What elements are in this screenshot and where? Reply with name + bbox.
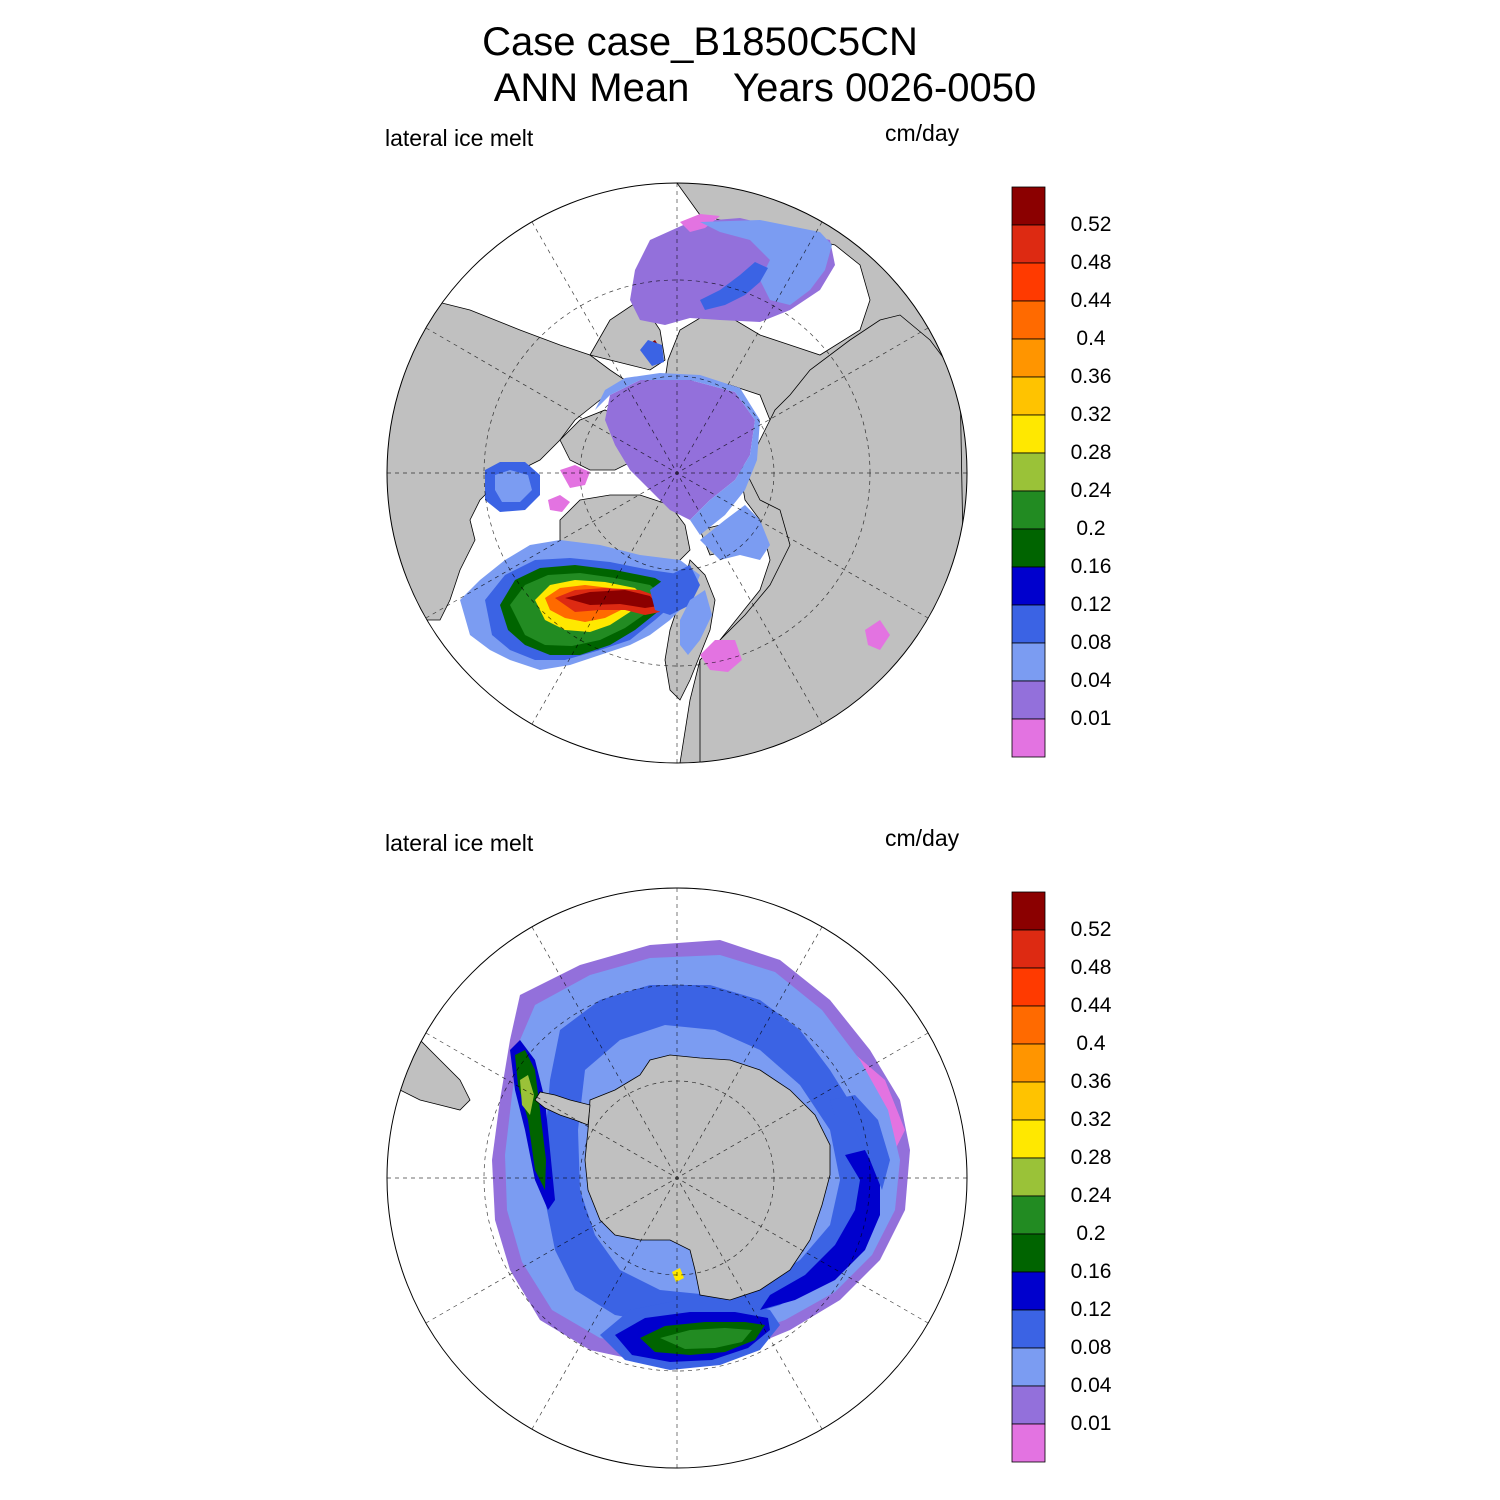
colorbar-swatch (1011, 718, 1046, 758)
colorbar-swatch (1011, 566, 1046, 606)
colorbar-tick-label: 0.16 (1070, 555, 1112, 578)
north-pacific-lightblue (700, 220, 832, 305)
north-atlantic-darkred (565, 590, 658, 608)
colorbar-tick-label: 0.16 (1070, 1260, 1112, 1283)
colorbar-tick-label: 0.2 (1076, 1222, 1106, 1245)
colorbar-swatch (1011, 604, 1046, 644)
south-east-navy-arc (760, 1150, 880, 1310)
north-kara-lightblue (700, 505, 770, 560)
colorbar-tick-label: 0.08 (1070, 1336, 1112, 1359)
colorbar-tick-label: 0.32 (1070, 403, 1112, 426)
colorbar-tick-label: 0.04 (1070, 1374, 1112, 1397)
colorbar-tick-label: 0.08 (1070, 631, 1112, 654)
colorbar-tick-label: 0.44 (1070, 289, 1112, 312)
colorbar-tick-label: 0.2 (1076, 517, 1106, 540)
colorbar-tick-label: 0.36 (1070, 365, 1112, 388)
colorbar-tick-label: 0.28 (1070, 441, 1112, 464)
colorbar-swatch (1011, 1157, 1046, 1197)
colorbar-tick-label: 0.48 (1070, 251, 1112, 274)
south-map-border (386, 887, 968, 1469)
colorbar-swatch (1011, 1309, 1046, 1349)
colorbar-swatch (1011, 186, 1046, 226)
colorbar-swatch (1011, 642, 1046, 682)
colorbar-tick-label: 0.01 (1070, 1412, 1112, 1435)
colorbar-swatch (1011, 680, 1046, 720)
colorbar-swatch (1011, 1195, 1046, 1235)
north-bering-blue (640, 340, 664, 366)
figure-title-line1: Case case_B1850C5CN (482, 20, 918, 64)
north-polar-map (387, 183, 967, 763)
south-weddell-green (660, 1328, 752, 1349)
north-archipelago-pink (560, 465, 590, 488)
north-colorbar (1011, 186, 1046, 758)
north-arctic-lightblue-fringe (595, 373, 760, 535)
colorbar-tick-label: 0.4 (1076, 327, 1106, 350)
colorbar-tick-label: 0.36 (1070, 1070, 1112, 1093)
colorbar-tick-label: 0.04 (1070, 669, 1112, 692)
colorbar-swatch (1011, 528, 1046, 568)
north-pacific-pink (680, 214, 720, 232)
north-land-north-america (387, 299, 626, 621)
north-panel-units-label: cm/day (885, 120, 960, 146)
colorbar-tick-label: 0.12 (1070, 1298, 1112, 1321)
colorbar-swatch (1011, 967, 1046, 1007)
colorbar-swatch (1011, 1043, 1046, 1083)
north-okhotsk-pink (865, 620, 890, 650)
south-panel-variable-label: lateral ice melt (385, 830, 534, 856)
north-hudson-lightblue (495, 470, 532, 502)
south-panel-units-label: cm/day (885, 825, 960, 851)
north-map-border (386, 182, 968, 764)
colorbar-swatch (1011, 1119, 1046, 1159)
north-barents-blue (650, 565, 700, 615)
north-baltic-pink (700, 640, 742, 672)
colorbar-tick-label: 0.52 (1070, 918, 1112, 941)
north-panel-variable-label: lateral ice melt (385, 125, 534, 151)
south-graticule (387, 888, 967, 1468)
north-hudson-pink (548, 495, 570, 512)
north-pacific-blue-arc (700, 262, 768, 310)
colorbar-tick-label: 0.12 (1070, 593, 1112, 616)
colorbar-swatch (1011, 1423, 1046, 1463)
colorbar-tick-label: 0.24 (1070, 479, 1112, 502)
south-weddell-spot (672, 1268, 684, 1282)
colorbar-swatch (1011, 891, 1046, 931)
figure-title-line2: ANN Mean Years 0026-0050 (493, 66, 1037, 110)
north-arctic-purple (605, 380, 755, 520)
colorbar-tick-label: 0.44 (1070, 994, 1112, 1017)
colorbar-tick-label: 0.48 (1070, 956, 1112, 979)
colorbar-swatch (1011, 300, 1046, 340)
colorbar-swatch (1011, 414, 1046, 454)
colorbar-swatch (1011, 262, 1046, 302)
colorbar-tick-label: 0.32 (1070, 1108, 1112, 1131)
north-graticule (387, 183, 967, 763)
colorbar-swatch (1011, 929, 1046, 969)
colorbar-swatch (1011, 490, 1046, 530)
colorbar-swatch (1011, 1347, 1046, 1387)
colorbar-tick-label: 0.4 (1076, 1032, 1106, 1055)
south-colorbar (1011, 891, 1046, 1463)
colorbar-swatch (1011, 1271, 1046, 1311)
colorbar-swatch (1011, 224, 1046, 264)
south-east-navy-arc2 (830, 1095, 890, 1190)
south-polar-map (387, 888, 967, 1468)
colorbar-swatch (1011, 1005, 1046, 1045)
south-land-antarctica (584, 1054, 831, 1301)
colorbar-swatch (1011, 338, 1046, 378)
colorbar-tick-label: 0.24 (1070, 1184, 1112, 1207)
south-land-antarctic-peninsula (534, 1091, 591, 1126)
south-ross-yellowgreen (520, 1075, 534, 1115)
colorbar-tick-label: 0.52 (1070, 213, 1112, 236)
colorbar-tick-label: 0.28 (1070, 1146, 1112, 1169)
north-barents-lightblue (680, 590, 712, 655)
colorbar-tick-label: 0.01 (1070, 707, 1112, 730)
colorbar-swatch (1011, 1233, 1046, 1273)
colorbar-swatch (1011, 1081, 1046, 1121)
colorbar-swatch (1011, 1385, 1046, 1425)
colorbar-swatch (1011, 376, 1046, 416)
colorbar-swatch (1011, 452, 1046, 492)
